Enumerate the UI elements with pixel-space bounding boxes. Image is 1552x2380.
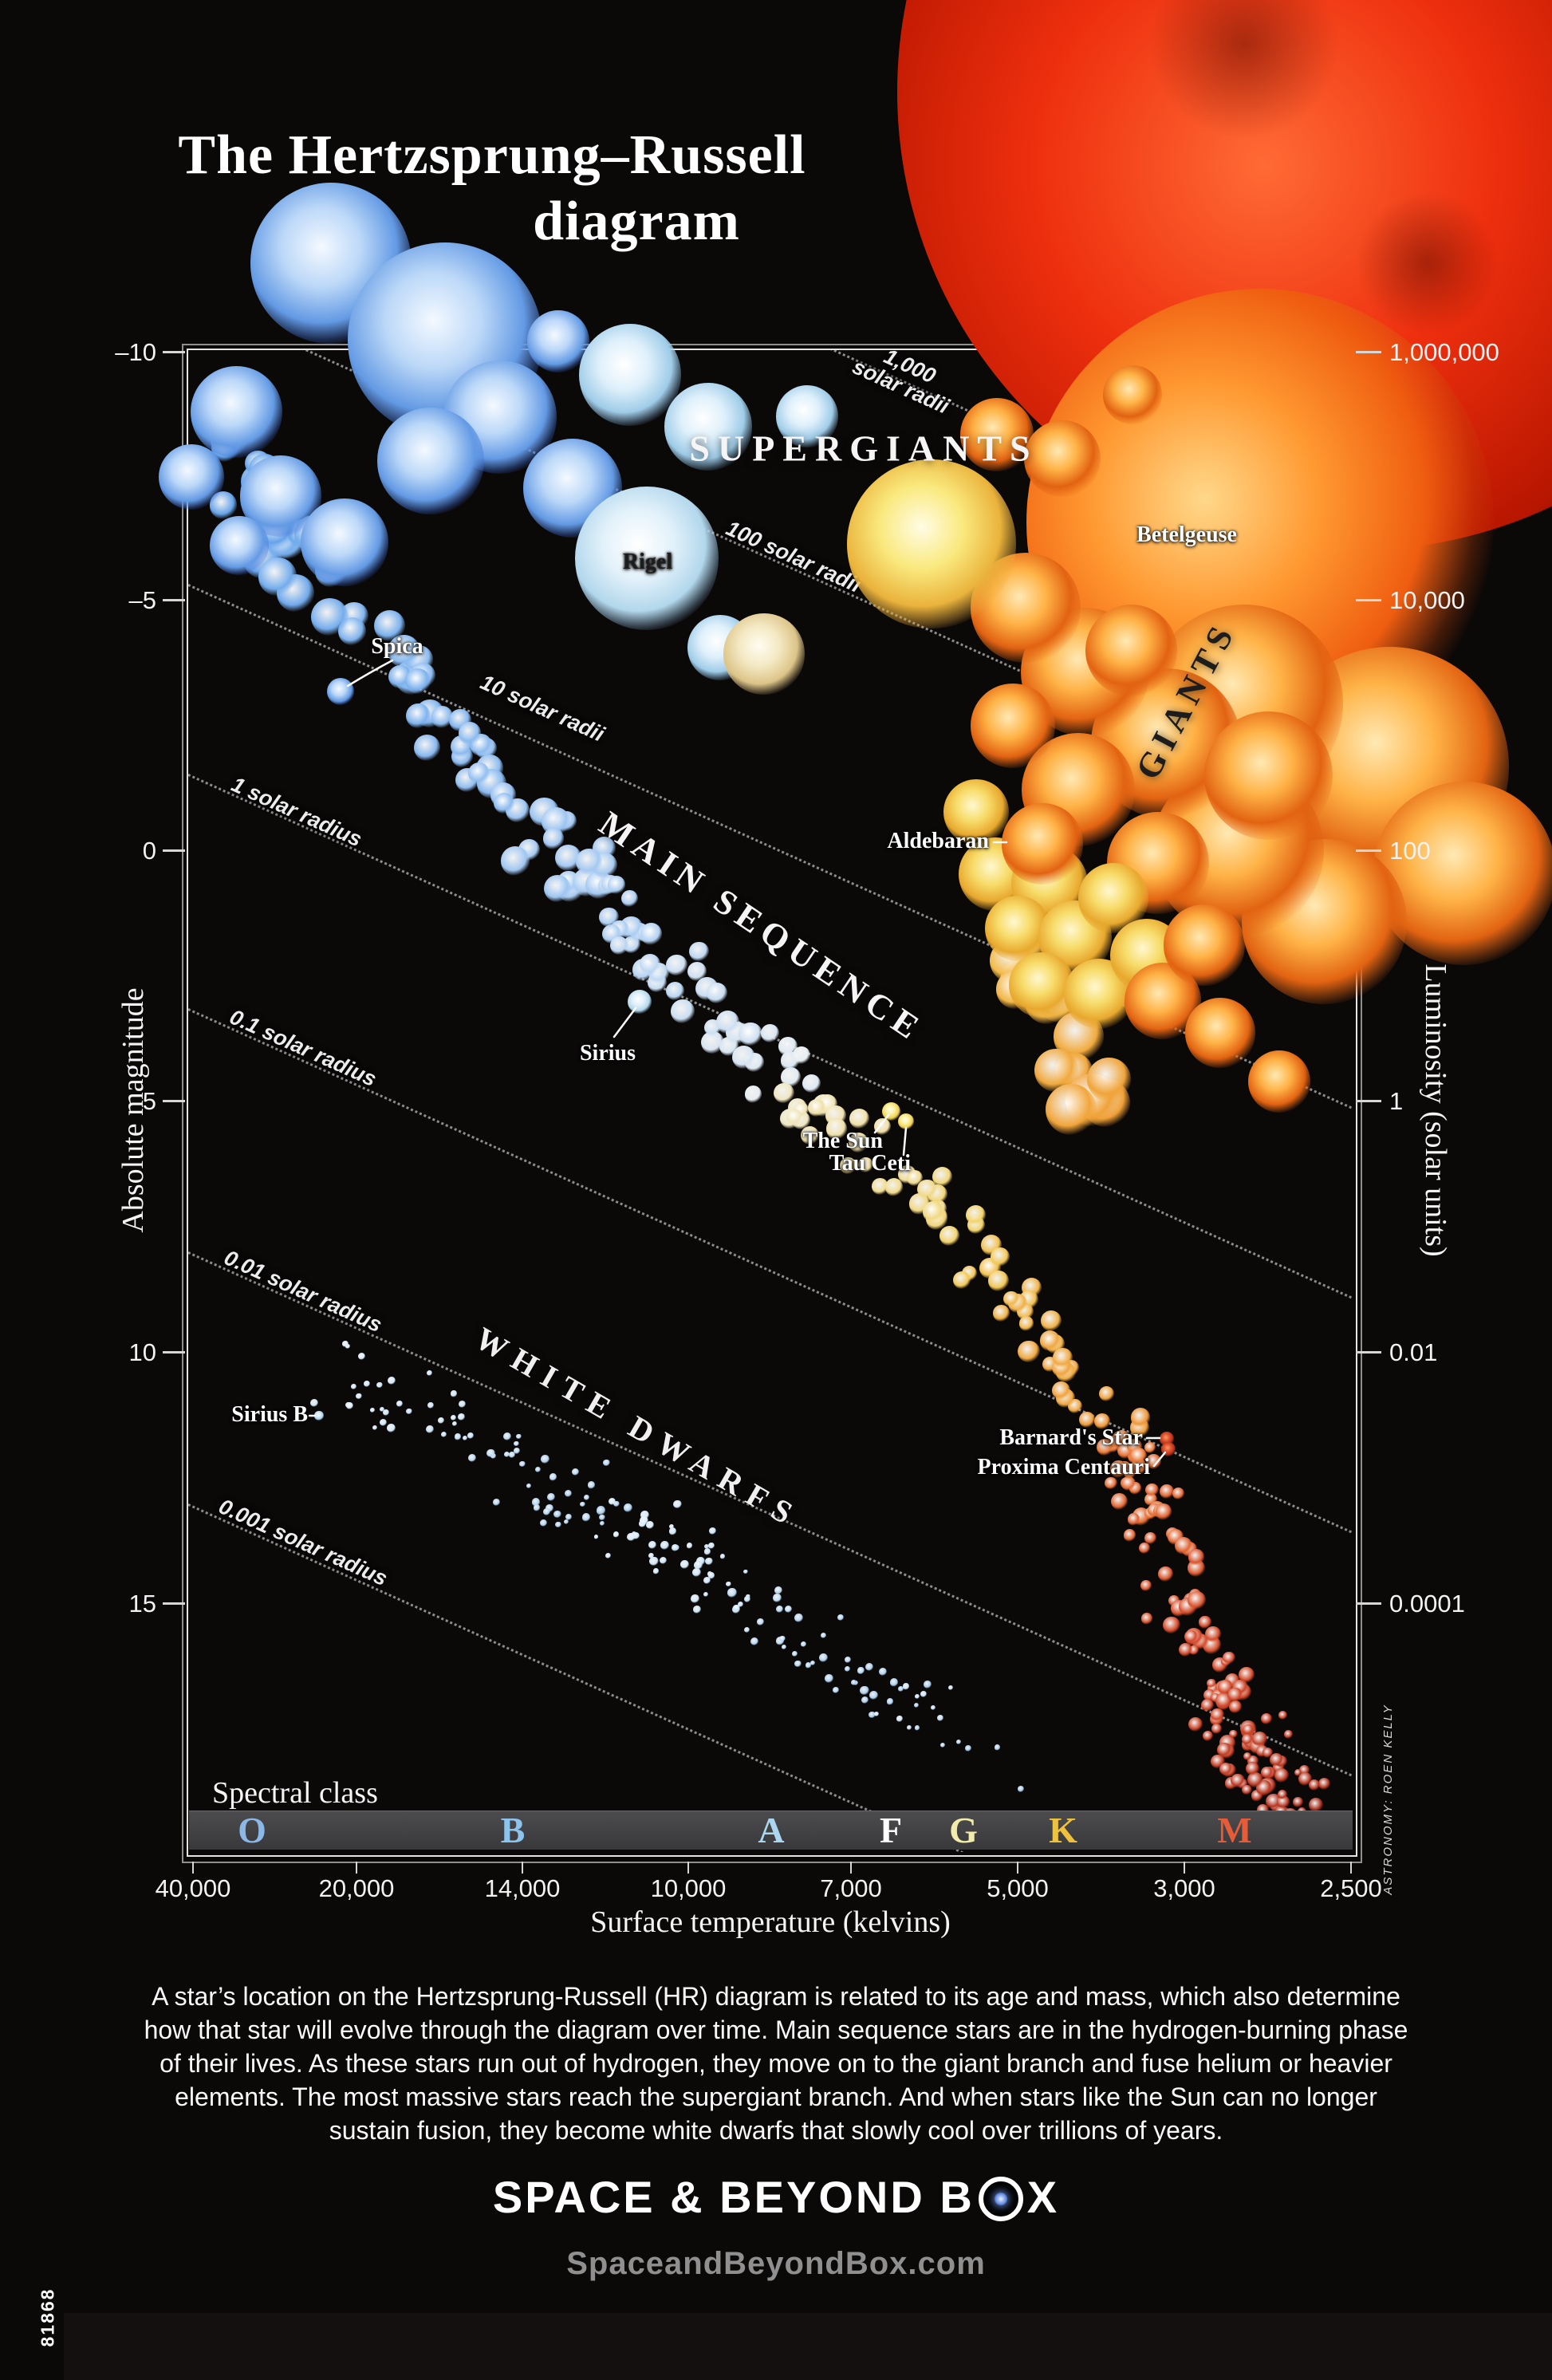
y-tick-label-left: 0 [142,837,156,865]
region-label-supergiants: SUPERGIANTS [689,428,1038,469]
y-tick-label-left: 15 [128,1590,156,1618]
page-title-line1: The Hertzsprung–Russell [178,124,806,186]
y-tick-label-right: 0.01 [1389,1338,1438,1366]
x-tick-line [850,1862,852,1874]
y-tick-line-right [1356,1100,1381,1102]
spectral-class-letter-A: A [758,1810,785,1850]
x-tick-label: 14,000 [484,1874,561,1902]
x-tick-line [1184,1862,1185,1874]
y-tick-label-right: 10,000 [1389,586,1465,614]
star-label-spica: Spica [371,634,423,659]
spectral-class-letter-G: G [949,1810,978,1850]
star-label-rigel: Rigel [622,550,673,574]
spectral-class-letter-K: K [1049,1810,1077,1850]
y-tick-line-left [163,1100,185,1102]
description-paragraph: A star’s location on the Hertzsprung-Rus… [144,1982,1408,2145]
x-tick-line [1017,1862,1018,1874]
x-tick-line [192,1862,194,1874]
x-tick-label: 5,000 [987,1874,1049,1902]
x-tick-line [522,1862,523,1874]
y-tick-label-left: –10 [115,338,156,366]
star-label-tau-ceti: Tau Ceti [829,1151,911,1176]
y-tick-line-right [1356,599,1381,601]
y-tick-label-left: –5 [128,586,156,614]
y-tick-line-right [1356,351,1381,353]
brand-text-left: SPACE & BEYOND B [492,2172,975,2222]
spectral-class-label: Spectral class [212,1776,378,1810]
star-label-proxima-centauri: Proxima Centauri [977,1455,1150,1480]
x-tick-label: 10,000 [650,1874,727,1902]
x-axis-title: Surface temperature (kelvins) [590,1905,951,1939]
y-tick-label-right: 1,000,000 [1389,338,1499,366]
x-tick-line [687,1862,689,1874]
bottom-strip [64,2313,1552,2380]
x-tick-line [1350,1862,1352,1874]
x-tick-line [356,1862,357,1874]
y-tick-line-left [163,849,185,852]
y-tick-line-right [1356,849,1381,852]
star-label-aldebaran: Aldebaran [887,829,989,853]
y-tick-line-left [163,1602,185,1605]
y-tick-line-left [163,1351,185,1354]
y-tick-label-right: 1 [1389,1087,1404,1115]
star-label-sirius-b: Sirius B [231,1402,308,1427]
y-tick-label-left: 10 [128,1338,156,1366]
y-tick-line-left [163,351,185,353]
star-label-barnards-star: Barnard's Star [999,1425,1143,1450]
x-tick-label: 40,000 [155,1874,231,1902]
y-tick-label-right: 100 [1389,837,1431,865]
y-tick-label-left: 5 [142,1087,156,1115]
issue-number: 81868 [37,2287,58,2347]
y-tick-line-left [163,599,185,601]
spectral-class-letter-M: M [1217,1810,1252,1850]
x-tick-label: 3,000 [1153,1874,1215,1902]
website-url: SpaceandBeyondBox.com [566,2246,986,2281]
brand-text-right: X [1026,2172,1060,2222]
star-label-the-sun: The Sun [802,1129,883,1153]
page-title-line2: diagram [533,191,740,252]
y-tick-line-right [1356,1602,1381,1605]
brand-o-icon [978,2176,1023,2221]
spectral-class-letter-B: B [500,1810,526,1850]
y-tick-line-right [1356,1351,1381,1354]
brand-logo: SPACE & BEYOND B X [0,2171,1552,2223]
star-icon [993,2191,1008,2206]
x-tick-label: 2,500 [1320,1874,1382,1902]
spectral-class-letter-O: O [238,1810,266,1850]
spectral-class-letter-F: F [879,1810,903,1850]
y-tick-label-right: 0.0001 [1389,1590,1465,1618]
star-label-betelgeuse: Betelgeuse [1136,522,1237,547]
credit-text: ASTRONOMY: ROEN KELLY [1381,1704,1395,1895]
star-label-sirius: Sirius [579,1041,636,1066]
x-tick-label: 20,000 [318,1874,395,1902]
x-tick-label: 7,000 [820,1874,882,1902]
